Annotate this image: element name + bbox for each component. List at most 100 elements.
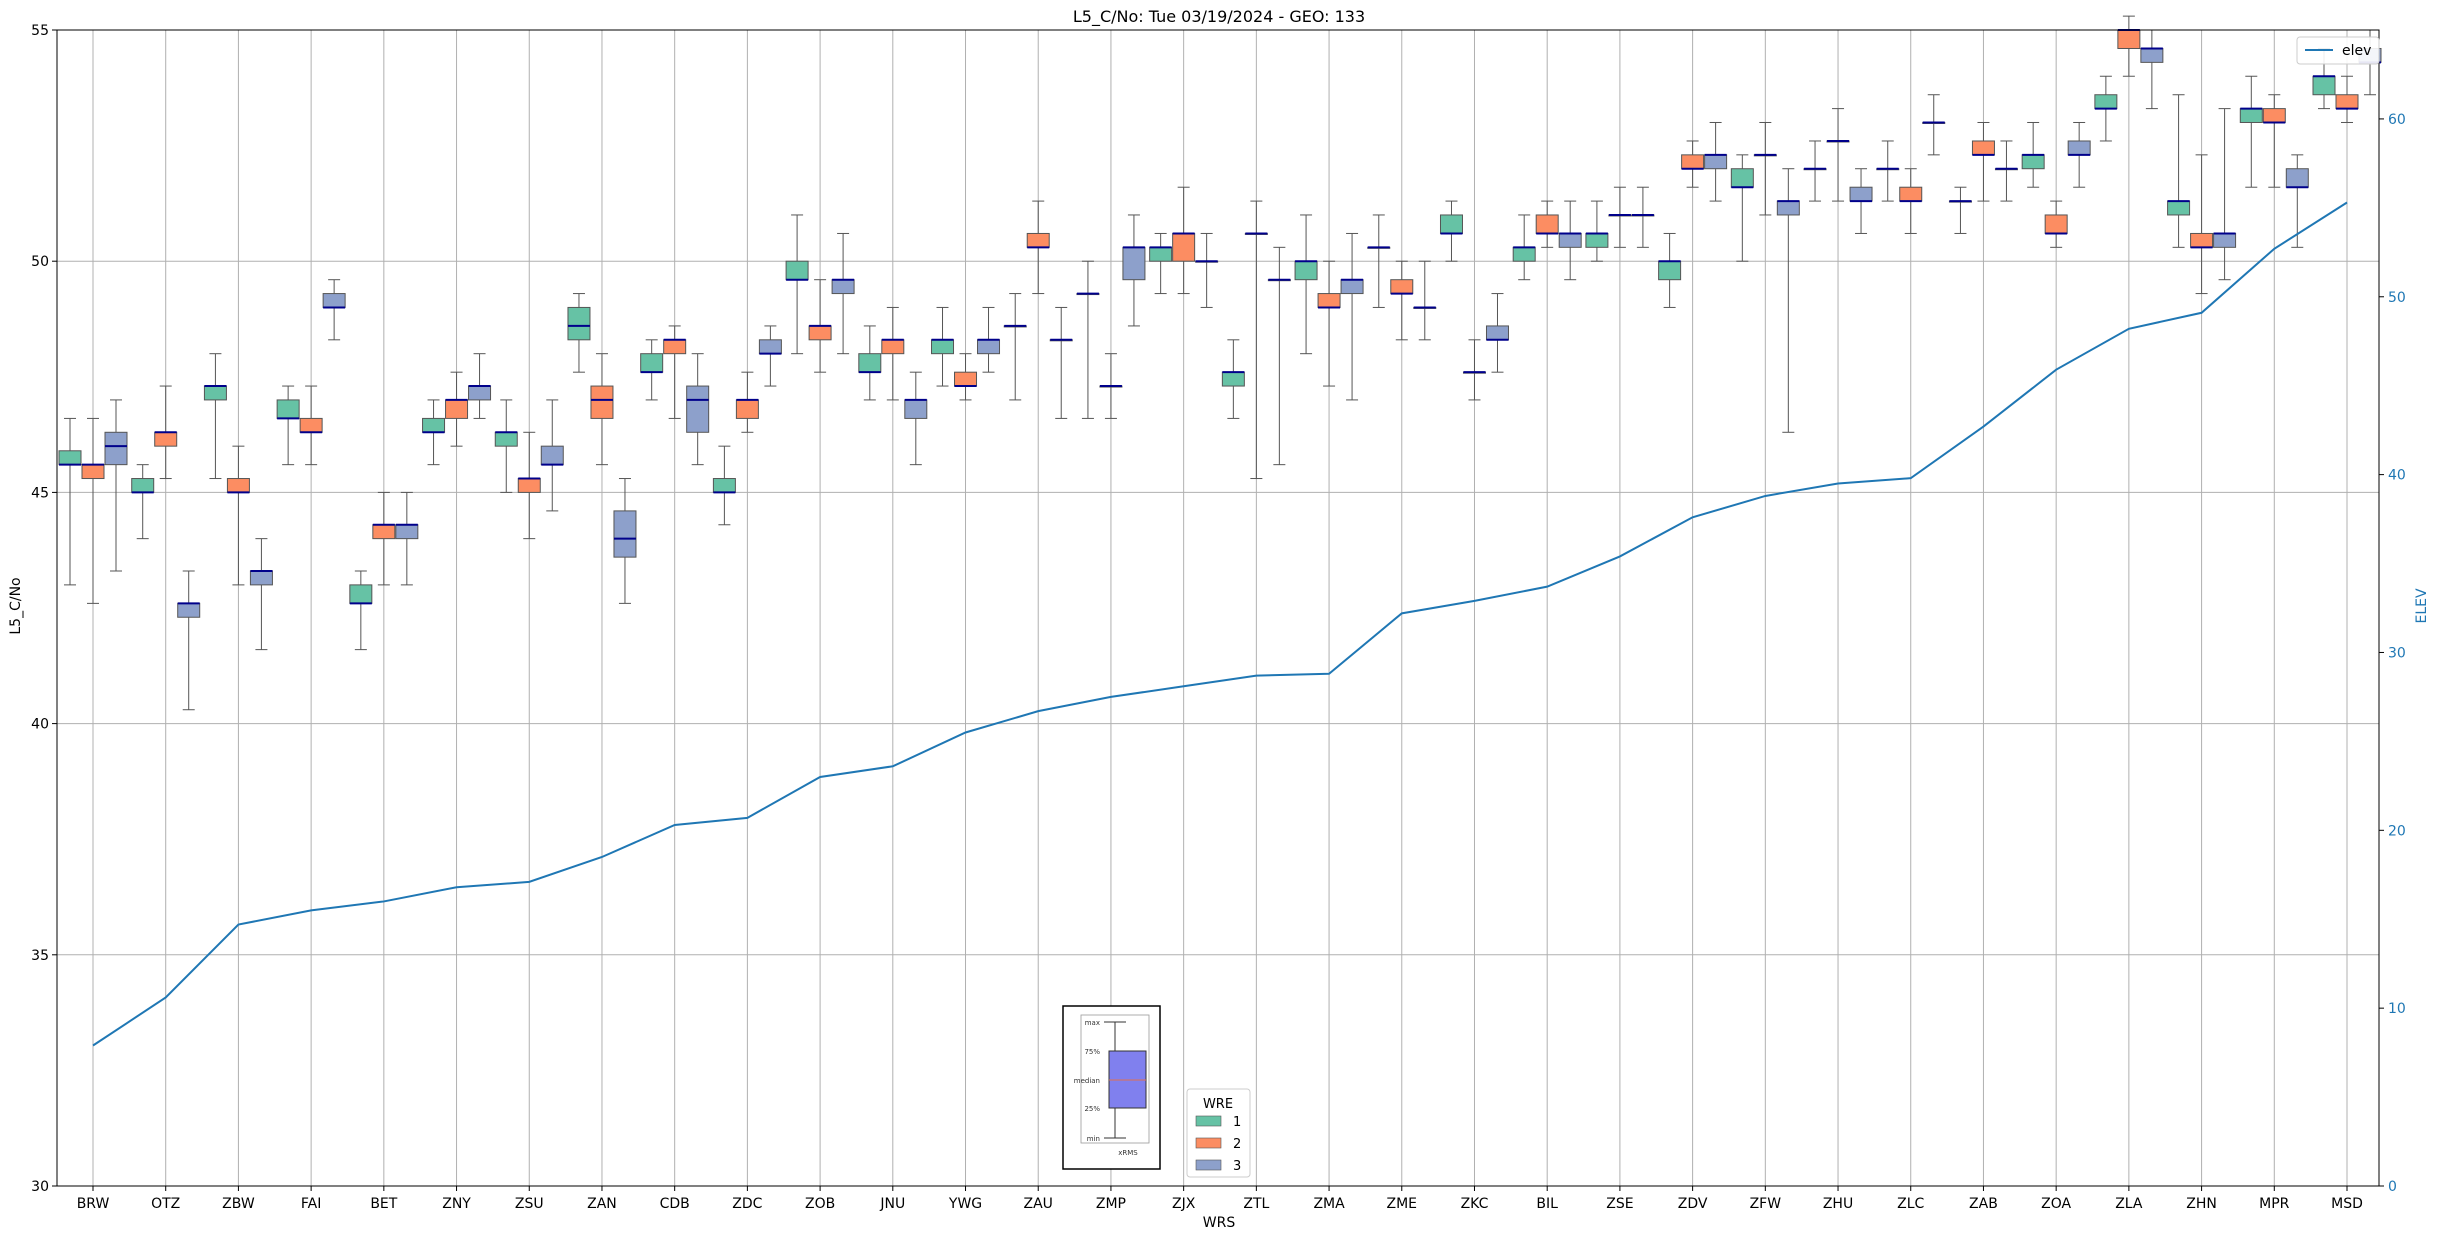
box-ZKC-wre-2 <box>1462 339 1486 401</box>
key-legend-inner <box>1080 1014 1150 1144</box>
box-body <box>226 478 250 493</box>
box-CDB-wre-1 <box>640 339 664 401</box>
y2-tick-label: 20 <box>2388 823 2406 839</box>
box-ZAU-wre-2 <box>1026 200 1050 295</box>
box-body <box>494 431 518 447</box>
box-body <box>735 399 759 419</box>
box-ZDV-wre-2 <box>1681 140 1705 188</box>
box-body <box>372 524 396 540</box>
box-ZOB-wre-2 <box>808 279 832 373</box>
x-tick-label: ZJX <box>1172 1196 1196 1212</box>
box-body <box>81 464 105 480</box>
box-body <box>517 478 541 493</box>
x-tick-label: CDB <box>660 1196 690 1212</box>
box-ZOA-wre-1 <box>2021 121 2045 188</box>
box-body <box>686 385 710 433</box>
box-body <box>1971 140 1995 156</box>
y-axis-label: L5_C/No <box>8 577 24 634</box>
axes-frame <box>56 29 2380 1187</box>
x-axis-ticks: BRW OTZ ZBW FAI BET ZNY ZSU ZAN CDB ZDC ZOB JNU YWG Z… <box>77 1186 2363 1212</box>
x-tick-label: ZSU <box>515 1196 544 1212</box>
box-ZNY-wre-1 <box>422 399 446 466</box>
x-tick-label: MSD <box>2331 1196 2363 1212</box>
x-tick-label: BRW <box>77 1196 110 1212</box>
box-body <box>2094 94 2118 110</box>
x-tick-label: MPR <box>2259 1196 2290 1212</box>
y-tick-label: 30 <box>31 1179 49 1195</box>
x-axis-label: WRS <box>1203 1215 1236 1231</box>
box-body <box>977 339 1001 355</box>
box-body <box>249 570 273 586</box>
wre-legend-frame <box>1186 1088 1251 1178</box>
box-ZAU-wre-3 <box>1049 306 1073 419</box>
box-ZDC-wre-1 <box>712 445 736 526</box>
box-ZAB-wre-3 <box>1994 140 2018 202</box>
box-BIL-wre-2 <box>1535 200 1559 248</box>
box-ZTL-wre-3 <box>1267 246 1291 466</box>
box-body <box>1221 371 1245 387</box>
box-body <box>785 260 809 281</box>
box-BRW-wre-1 <box>58 417 82 586</box>
box-FAI-wre-1 <box>276 385 300 466</box>
y2-tick-label: 60 <box>2388 112 2406 128</box>
box-MSD-wre-2 <box>2335 75 2359 123</box>
box-ZKC-wre-3 <box>1485 293 1509 373</box>
box-ZLC-wre-2 <box>1899 168 1923 234</box>
box-key-legend: max 75% median 25% min xRMS <box>1062 1005 1161 1170</box>
box-body <box>1535 214 1559 234</box>
box-BIL-wre-3 <box>1558 200 1582 281</box>
box-ZSE-wre-3 <box>1631 186 1655 248</box>
elev-legend: elev <box>2296 36 2380 65</box>
box-body <box>422 417 446 433</box>
box-body <box>1149 246 1173 262</box>
box-ZBW-wre-2 <box>226 445 250 586</box>
box-ZAB-wre-2 <box>1971 121 1995 202</box>
wre-legend: WRE 1 2 3 <box>1186 1088 1251 1178</box>
box-body <box>322 293 346 308</box>
box-body <box>177 602 201 618</box>
box-ZFW-wre-3 <box>1776 168 1800 433</box>
box-OTZ-wre-3 <box>177 570 201 711</box>
box-BIL-wre-1 <box>1512 214 1536 281</box>
wre-legend-title: WRE <box>1203 1097 1233 1112</box>
box-body <box>1294 260 1318 281</box>
box-ZOA-wre-2 <box>2044 200 2068 248</box>
box-body <box>640 353 664 373</box>
box-body <box>2213 232 2237 248</box>
key-label-median: median <box>1074 1077 1100 1085</box>
box-ZSU-wre-3 <box>540 399 564 512</box>
wre-legend-swatch-1 <box>1195 1115 1222 1127</box>
box-body <box>1390 279 1414 295</box>
x-tick-label: ZFW <box>1750 1196 1782 1212</box>
x-tick-label: ZAN <box>587 1196 617 1212</box>
y2-tick-label: 10 <box>2388 1001 2406 1017</box>
y2-axis-ticks: 0 10 20 30 40 50 60 <box>2379 112 2406 1195</box>
box-body <box>2285 168 2309 188</box>
box-ZJX-wre-2 <box>1172 186 1196 295</box>
box-ZME-wre-2 <box>1390 260 1414 341</box>
box-body <box>881 339 905 355</box>
x-tick-label: FAI <box>301 1196 321 1212</box>
key-label-min: min <box>1087 1135 1100 1143</box>
box-ZOA-wre-3 <box>2067 121 2091 188</box>
key-label-q1: 25% <box>1084 1105 1100 1113</box>
box-body <box>131 478 155 493</box>
x-tick-label: ZBW <box>222 1196 255 1212</box>
y2-tick-label: 30 <box>2388 645 2406 661</box>
box-body <box>1899 186 1923 202</box>
box-body <box>1340 279 1364 295</box>
box-ZSE-wre-1 <box>1585 200 1609 262</box>
x-tick-label: ZDC <box>732 1196 762 1212</box>
box-body <box>58 450 82 466</box>
box-MPR-wre-3 <box>2285 154 2309 248</box>
box-body <box>203 385 227 401</box>
box-ZHN-wre-2 <box>2190 154 2214 295</box>
box-ZAN-wre-1 <box>567 293 591 373</box>
box-ZSU-wre-1 <box>494 399 518 493</box>
box-YWG-wre-1 <box>931 306 955 387</box>
box-body <box>540 445 564 466</box>
box-ZHU-wre-1 <box>1803 140 1827 202</box>
y2-tick-label: 50 <box>2388 290 2406 306</box>
box-ZME-wre-3 <box>1413 260 1437 341</box>
